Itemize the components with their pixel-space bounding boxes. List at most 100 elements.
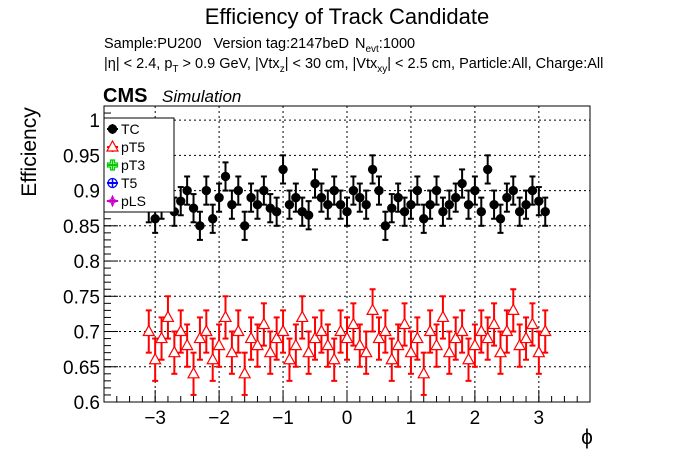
data-point bbox=[463, 199, 474, 210]
data-point bbox=[461, 352, 476, 365]
data-point bbox=[176, 196, 186, 206]
data-point bbox=[206, 352, 220, 365]
data-point bbox=[474, 324, 488, 337]
data-point bbox=[291, 192, 301, 203]
data-point bbox=[417, 366, 431, 379]
data-point bbox=[252, 199, 263, 210]
data-point bbox=[278, 164, 288, 175]
data-point bbox=[353, 338, 367, 351]
data-point bbox=[380, 221, 391, 231]
data-point bbox=[431, 185, 442, 196]
y-tick-label: 0.85 bbox=[63, 217, 100, 238]
data-point bbox=[218, 310, 233, 323]
y-tick-label: 0.75 bbox=[63, 287, 100, 308]
data-point bbox=[540, 207, 550, 217]
data-point bbox=[161, 310, 175, 323]
data-point bbox=[150, 214, 160, 224]
x-tick-label: 2 bbox=[470, 408, 481, 429]
data-point bbox=[214, 192, 224, 203]
legend-marker bbox=[106, 194, 119, 208]
data-point bbox=[195, 221, 205, 231]
data-point bbox=[436, 310, 450, 323]
legend-label: T5 bbox=[121, 175, 138, 191]
x-axis-label: ϕ bbox=[581, 426, 593, 449]
data-point bbox=[250, 338, 264, 351]
data-point bbox=[259, 185, 269, 196]
y-tick-label: 0.8 bbox=[74, 252, 100, 273]
data-point bbox=[270, 331, 284, 344]
data-point bbox=[378, 324, 392, 337]
data-point bbox=[451, 192, 461, 203]
y-axis-label: Efficiency bbox=[18, 107, 41, 197]
data-point bbox=[220, 171, 231, 182]
data-point bbox=[225, 345, 239, 358]
data-point bbox=[180, 338, 194, 351]
data-point bbox=[521, 199, 531, 210]
data-point bbox=[227, 199, 237, 210]
data-point bbox=[455, 324, 469, 337]
data-point bbox=[289, 338, 303, 351]
y-tick-label: 0.9 bbox=[74, 182, 100, 203]
data-point bbox=[231, 324, 245, 337]
data-point bbox=[361, 199, 371, 210]
x-tick-label: −2 bbox=[208, 408, 230, 429]
data-point bbox=[257, 317, 271, 330]
data-point bbox=[148, 352, 162, 365]
data-point bbox=[233, 185, 243, 196]
data-point bbox=[346, 317, 360, 330]
data-point bbox=[457, 178, 467, 189]
data-point bbox=[513, 338, 527, 351]
data-point bbox=[329, 185, 339, 196]
data-point bbox=[399, 207, 410, 217]
data-point bbox=[263, 345, 277, 358]
y-axis-ticks: 0.6 0.65 0.7 0.75 0.8 0.85 0.9 0.95 1 bbox=[63, 111, 118, 414]
x-tick-label: 0 bbox=[342, 408, 353, 429]
data-point bbox=[199, 324, 213, 337]
data-point bbox=[487, 317, 501, 330]
data-point bbox=[374, 185, 384, 196]
sample-info: Sample:PU200 Version tag:2147beD Nevt:1000 bbox=[104, 36, 415, 55]
data-point bbox=[276, 324, 290, 337]
data-point bbox=[208, 214, 218, 224]
data-point bbox=[355, 192, 365, 203]
cms-label: CMS bbox=[103, 85, 147, 107]
x-tick-label: 1 bbox=[406, 408, 417, 429]
x-tick-label: −3 bbox=[144, 408, 166, 429]
data-point bbox=[323, 199, 333, 210]
data-point bbox=[348, 185, 359, 196]
data-point bbox=[506, 303, 520, 315]
data-point bbox=[532, 345, 546, 358]
data-point bbox=[425, 199, 435, 210]
data-point bbox=[308, 331, 322, 344]
data-point bbox=[187, 366, 201, 379]
data-point bbox=[489, 199, 499, 210]
data-point bbox=[359, 345, 373, 358]
data-point bbox=[502, 192, 512, 203]
legend-label: pT3 bbox=[121, 157, 145, 173]
data-point bbox=[419, 214, 429, 224]
data-point bbox=[404, 345, 418, 358]
legend-marker bbox=[107, 124, 118, 134]
data-point bbox=[385, 352, 399, 365]
data-point bbox=[493, 345, 507, 358]
data-point bbox=[438, 207, 448, 217]
y-tick-label: 0.95 bbox=[63, 146, 100, 167]
y-tick-label: 0.65 bbox=[63, 358, 100, 379]
data-point bbox=[423, 324, 437, 337]
data-point bbox=[284, 199, 295, 210]
data-point bbox=[500, 324, 514, 337]
data-point bbox=[327, 352, 341, 365]
data-point bbox=[188, 203, 199, 213]
y-tick-label: 1 bbox=[89, 111, 100, 132]
data-point bbox=[303, 210, 314, 220]
data-point bbox=[525, 317, 539, 330]
data-point bbox=[482, 164, 493, 175]
data-point bbox=[476, 207, 486, 217]
data-point bbox=[167, 345, 181, 358]
data-point bbox=[238, 366, 252, 379]
data-point bbox=[155, 331, 169, 344]
data-point bbox=[334, 324, 348, 337]
data-point bbox=[174, 324, 188, 337]
data-point bbox=[444, 199, 455, 210]
data-point bbox=[193, 331, 207, 344]
